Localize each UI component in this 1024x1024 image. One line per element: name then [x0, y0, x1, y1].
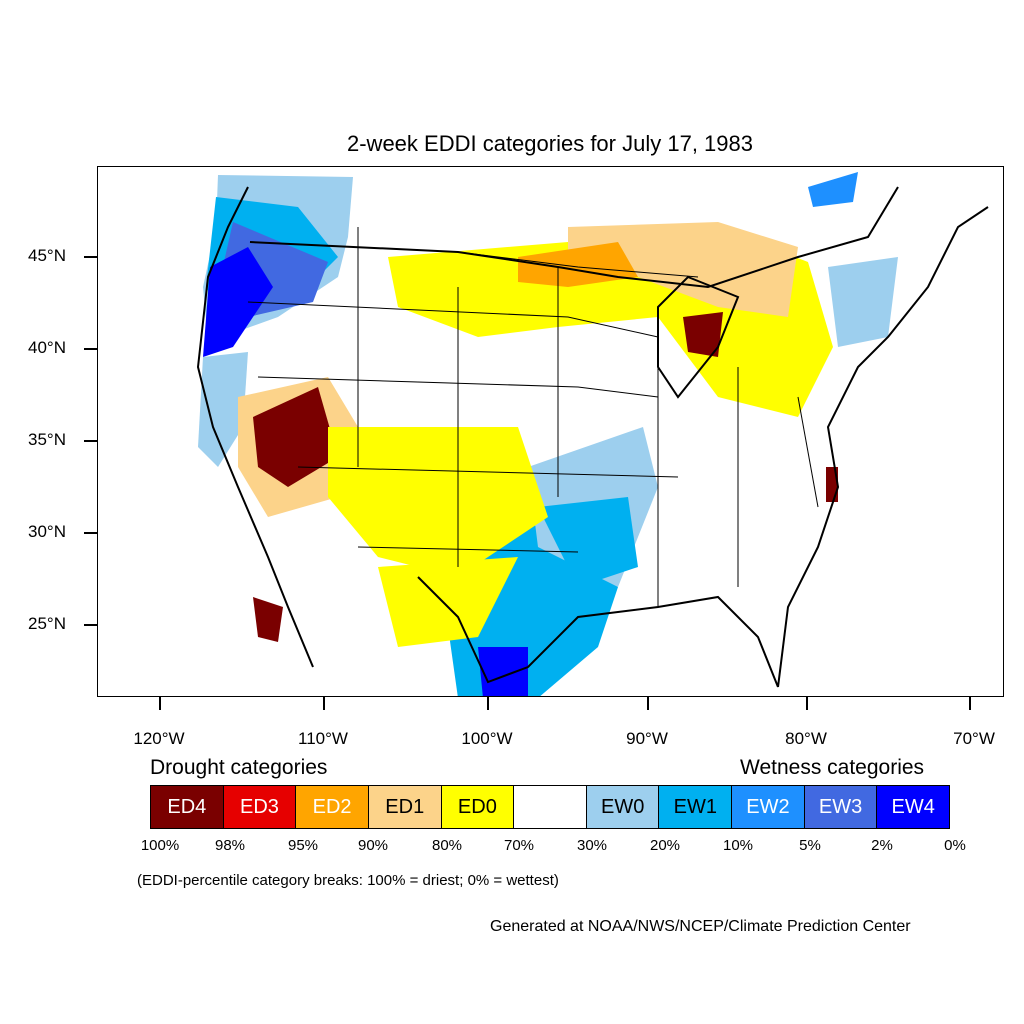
legend-swatch-ew2: EW2 [732, 786, 805, 828]
pct-break-2: 2% [871, 837, 893, 854]
atlantic-coastline [777, 206, 989, 688]
category-legend-bar: ED4 ED3 ED2 ED1 ED0 EW0 EW1 EW2 EW3 EW4 [150, 785, 950, 829]
pct-break-90: 90% [357, 837, 389, 854]
pct-break-100: 100% [140, 837, 180, 854]
map-panel [97, 166, 1004, 697]
baja-ed4 [253, 597, 283, 642]
pct-break-5: 5% [799, 837, 821, 854]
map-title: 2-week EDDI categories for July 17, 1983 [347, 131, 753, 156]
legend-swatch-neutral [514, 786, 587, 828]
california-coast-wet [198, 352, 248, 467]
great-lakes-ed1 [568, 222, 798, 317]
lon-tick-110w [323, 697, 325, 710]
gulf-coastline [417, 576, 779, 688]
us-canada-border [249, 186, 899, 289]
legend-swatch-ew3: EW3 [804, 786, 878, 828]
lon-label-120w: 120°W [133, 729, 185, 748]
pct-break-95: 95% [287, 837, 319, 854]
great-lakes-outline [657, 275, 740, 399]
lat-tick-25n [84, 624, 97, 626]
lon-tick-90w [647, 697, 649, 710]
lat-label-35n: 35°N [28, 430, 66, 449]
lon-label-110w: 110°W [298, 729, 348, 748]
lon-tick-100w [487, 697, 489, 710]
eddi-map [196, 172, 989, 696]
lat-tick-30n [84, 532, 97, 534]
category-breaks-note: (EDDI-percentile category breaks: 100% =… [137, 872, 559, 889]
lon-label-70w: 70°W [953, 729, 995, 748]
texas-coast-ew4 [478, 647, 528, 696]
lat-label-25n: 25°N [28, 614, 66, 633]
lat-label-40n: 40°N [28, 338, 66, 357]
credit-line: Generated at NOAA/NWS/NCEP/Climate Predi… [490, 918, 911, 935]
pct-break-30: 30% [576, 837, 608, 854]
lat-tick-35n [84, 440, 97, 442]
lon-tick-80w [806, 697, 808, 710]
legend-swatch-ed1: ED1 [368, 786, 442, 828]
lat-label-30n: 30°N [28, 522, 66, 541]
lat-tick-40n [84, 348, 97, 350]
legend-swatch-ew0: EW0 [586, 786, 660, 828]
pacific-northwest-ew4 [203, 247, 273, 357]
drought-areas [238, 222, 838, 647]
legend-swatch-ed2: ED2 [296, 786, 369, 828]
pct-break-98: 98% [214, 837, 246, 854]
quebec-wet [808, 172, 858, 207]
pct-break-10: 10% [722, 837, 754, 854]
lon-label-90w: 90°W [626, 729, 668, 748]
new-england-wet [828, 257, 898, 347]
legend-swatch-ed3: ED3 [223, 786, 297, 828]
pct-break-0: 0% [944, 837, 966, 854]
wetness-areas [198, 172, 898, 696]
michigan-ed4 [683, 312, 723, 357]
west-texas-ed0 [378, 557, 518, 647]
coastlines [196, 186, 989, 688]
lat-tick-45n [84, 256, 97, 258]
pct-break-20: 20% [649, 837, 681, 854]
legend-swatch-ew1: EW1 [659, 786, 733, 828]
lat-label-45n: 45°N [28, 246, 66, 265]
lon-label-100w: 100°W [461, 729, 513, 748]
lon-tick-70w [969, 697, 971, 710]
arkansas-ew1 [538, 497, 638, 587]
southwest-ed0 [328, 427, 548, 577]
lon-label-80w: 80°W [785, 729, 827, 748]
pacific-coastline [196, 186, 314, 668]
legend-swatch-ed0: ED0 [441, 786, 515, 828]
pct-break-70: 70% [503, 837, 535, 854]
great-basin-ed4 [253, 387, 338, 487]
lon-tick-120w [159, 697, 161, 710]
pct-break-80: 80% [431, 837, 463, 854]
legend-swatch-ed4: ED4 [151, 786, 224, 828]
drought-categories-heading: Drought categories [150, 756, 328, 779]
wetness-categories-heading: Wetness categories [740, 756, 925, 779]
legend-swatch-ew4: EW4 [877, 786, 950, 828]
